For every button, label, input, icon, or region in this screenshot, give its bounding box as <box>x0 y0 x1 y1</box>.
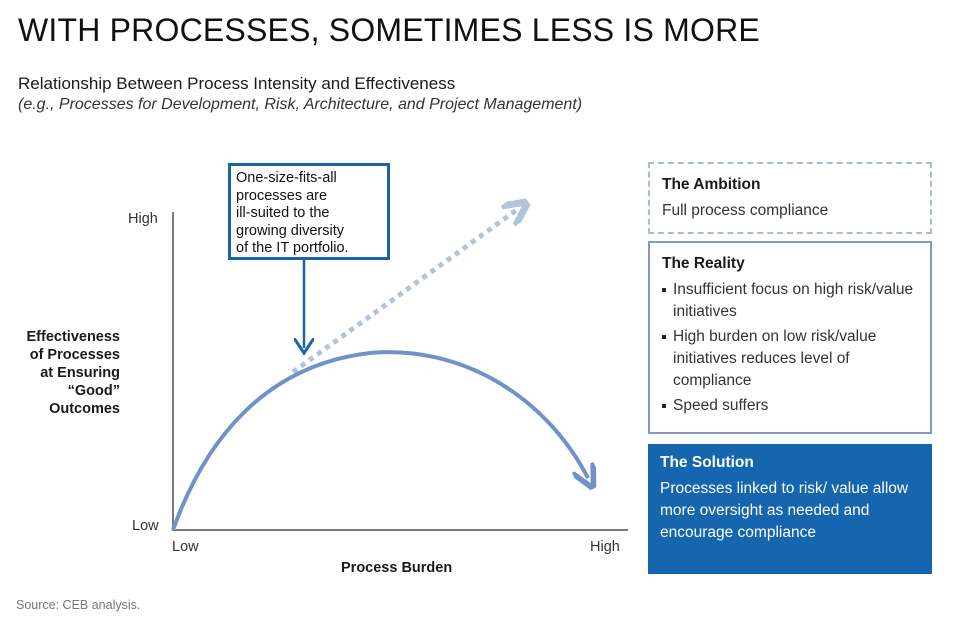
reality-bullet-list: Insufficient focus on high risk/value in… <box>662 279 918 417</box>
ambition-dashed-arrow <box>291 209 518 375</box>
ambition-panel: The Ambition Full process compliance <box>648 162 932 234</box>
callout-line: growing diversity <box>236 222 344 239</box>
y-axis-label: Effectiveness of Processes at Ensuring “… <box>0 328 121 418</box>
y-axis-label-line: Effectiveness <box>26 329 121 345</box>
source-note: Source: CEB analysis. <box>16 598 141 612</box>
reality-bullet: High burden on low risk/value initiative… <box>662 326 918 392</box>
solution-text: Processes linked to risk/ value allow mo… <box>660 480 909 541</box>
y-axis-label-line: “Good” <box>67 383 120 399</box>
reality-bullet: Insufficient focus on high risk/value in… <box>662 279 918 323</box>
solution-title: The Solution <box>660 454 754 471</box>
reality-title: The Reality <box>662 255 745 272</box>
reality-bullet: Speed suffers <box>662 395 918 417</box>
solution-panel: The Solution Processes linked to risk/ v… <box>648 444 932 574</box>
ambition-text: Full process compliance <box>662 202 829 219</box>
reality-panel: The Reality Insufficient focus on high r… <box>648 241 932 434</box>
y-axis-label-line: at Ensuring <box>40 365 120 381</box>
y-axis-label-line: Outcomes <box>49 401 120 417</box>
callout-line: processes are <box>236 187 328 204</box>
chart-subtitle-note: (e.g., Processes for Development, Risk, … <box>18 96 583 113</box>
axes <box>172 212 628 531</box>
callout-line: of the IT portfolio. <box>236 240 349 256</box>
x-tick-low: Low <box>172 539 199 555</box>
callout-line: ill-suited to the <box>236 205 330 221</box>
ambition-title: The Ambition <box>662 176 761 193</box>
effectiveness-curve <box>171 350 588 531</box>
y-tick-high: High <box>128 211 158 227</box>
y-tick-low: Low <box>132 518 159 534</box>
chart-subtitle: Relationship Between Process Intensity a… <box>18 74 456 93</box>
callout-box: One-size-fits-all processes are ill-suit… <box>228 163 390 260</box>
page-title: WITH PROCESSES, SOMETIMES LESS IS MORE <box>18 12 760 48</box>
callout-line: One-size-fits-all <box>236 170 337 186</box>
x-tick-high: High <box>590 539 620 555</box>
x-axis-label: Process Burden <box>341 560 453 576</box>
y-axis-label-line: of Processes <box>29 347 120 363</box>
